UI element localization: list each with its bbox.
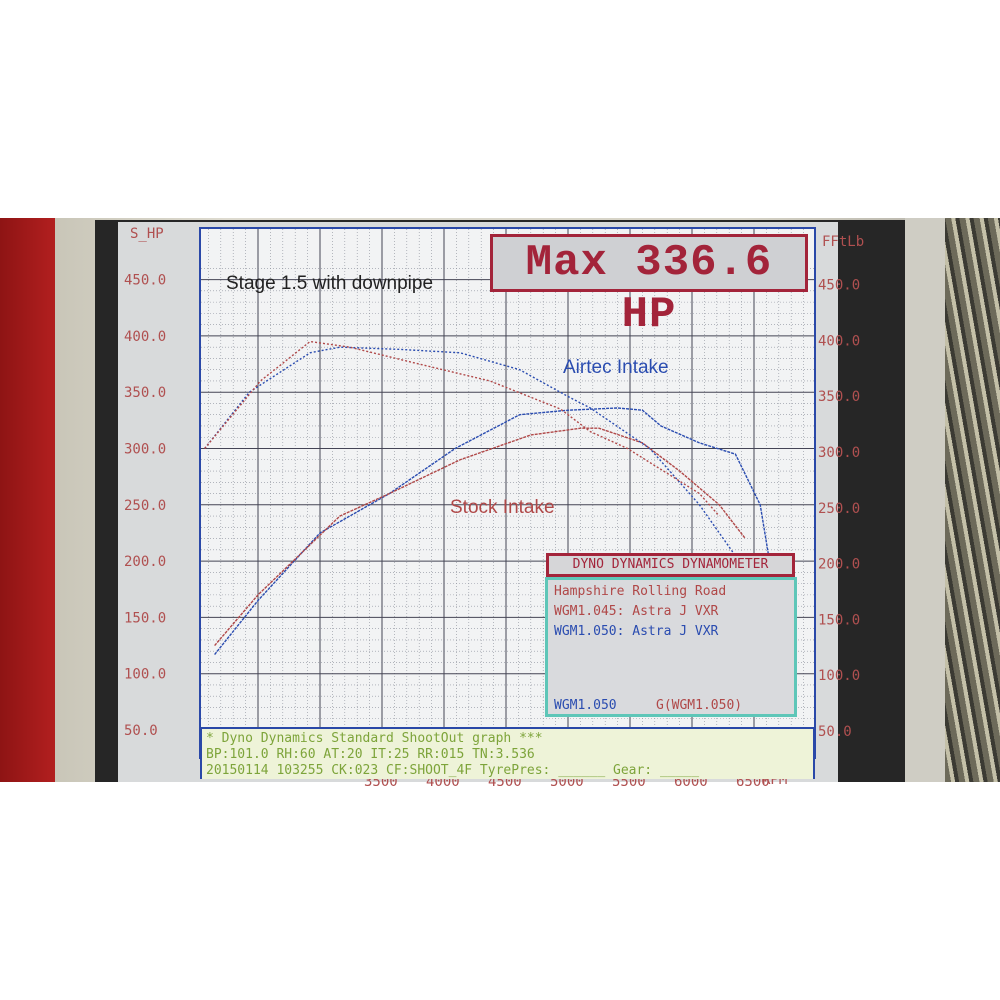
series-power-stock (214, 427, 746, 647)
y-right-tick-label: 300.0 (818, 445, 860, 461)
y-tick-label: 150.0 (124, 610, 166, 626)
series-group (204, 340, 786, 663)
y-right-tick-label: 450.0 (818, 278, 860, 294)
footer-line-1: * Dyno Dynamics Standard ShootOut graph … (206, 731, 543, 746)
legend-site: Hampshire Rolling Road (554, 584, 727, 599)
grid (201, 229, 814, 757)
left-axis-label: S_HP (130, 226, 164, 242)
y-right-tick-label: 100.0 (818, 668, 860, 684)
y-tick-label: 50.0 (124, 723, 158, 739)
stock-annotation: Stock Intake (450, 497, 555, 518)
y-tick-label: 250.0 (124, 498, 166, 514)
legend-graph-id: G(WGM1.050) (656, 698, 743, 713)
y-tick-label: 300.0 (124, 442, 166, 458)
y-tick-label: 350.0 (124, 385, 166, 401)
cables (945, 218, 1000, 782)
y-tick-label: 100.0 (124, 667, 166, 683)
y-right-tick-label: 400.0 (818, 333, 860, 349)
max-hp-readout: Max 336.6 HP (490, 234, 808, 340)
red-object (0, 218, 60, 782)
right-axis-label: FFtLb (822, 234, 864, 250)
footer-line-2: BP:101.0 RH:60 AT:20 IT:25 RR:015 TN:3.5… (206, 747, 535, 762)
y-right-tick-label: 350.0 (818, 389, 860, 405)
series-power-airtec (214, 407, 786, 663)
y-right-tick-label: 200.0 (818, 557, 860, 573)
y-tick-label: 400.0 (124, 329, 166, 345)
y-right-tick-label: 150.0 (818, 612, 860, 628)
chart-title: Stage 1.5 with downpipe (226, 273, 434, 294)
run-info-footer: * Dyno Dynamics Standard ShootOut graph … (200, 727, 815, 779)
monitor-side (905, 218, 945, 782)
legend-box: Hampshire Rolling Road WGM1.045: Astra J… (545, 577, 797, 717)
legend-current-run: WGM1.050 (554, 698, 617, 713)
legend-run-1: WGM1.045: Astra J VXR (554, 604, 719, 619)
y-right-tick-label: 50.0 (818, 724, 852, 740)
series-torque-airtec (204, 346, 768, 629)
airtec-annotation: Airtec Intake (563, 357, 669, 378)
series-torque-stock (204, 340, 720, 517)
y-right-tick-label: 250.0 (818, 501, 860, 517)
y-tick-label: 450.0 (124, 273, 166, 289)
y-tick-label: 200.0 (124, 554, 166, 570)
footer-line-3: 20150114 103255 CK:023 CF:SHOOT_4F TyreP… (206, 763, 700, 778)
legend-header: DYNO DYNAMICS DYNAMOMETER (546, 553, 795, 577)
legend-run-2: WGM1.050: Astra J VXR (554, 624, 719, 639)
